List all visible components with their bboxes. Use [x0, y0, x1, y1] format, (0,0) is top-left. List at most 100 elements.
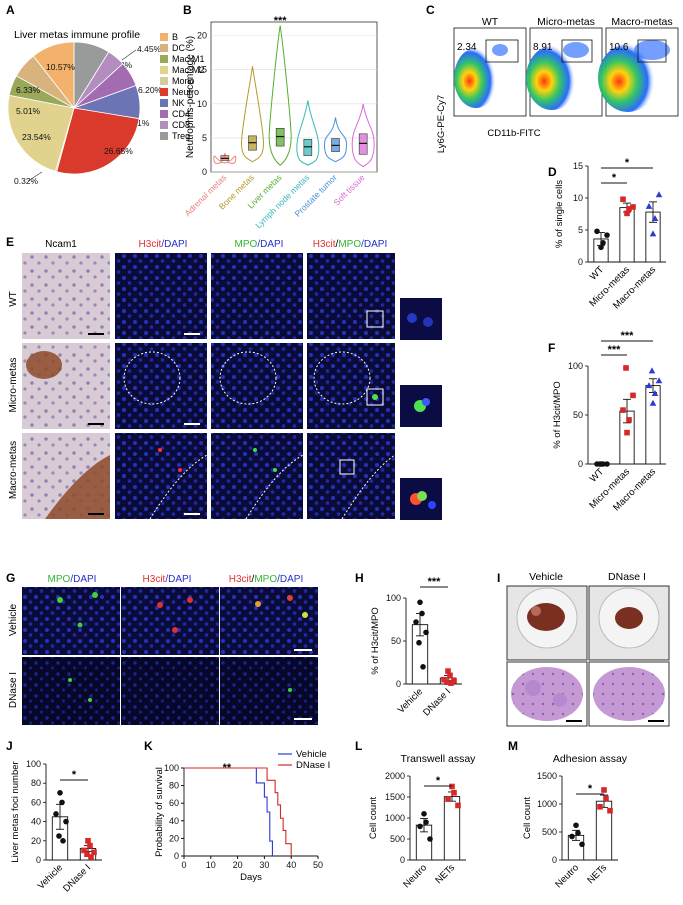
g-image-dnase-mpo — [22, 657, 120, 725]
data-point — [648, 367, 656, 374]
data-point — [594, 228, 600, 235]
data-point — [441, 676, 447, 683]
ihc-image-wt — [22, 253, 110, 339]
flow-gate-0 — [485, 39, 519, 63]
data-point — [603, 795, 609, 802]
significance-marker: * — [72, 769, 77, 781]
data-point — [598, 244, 604, 251]
pie-label-neutro: 26.65% — [104, 146, 133, 156]
flow-plot-title: Micro-metas — [537, 16, 595, 28]
x-category-label: Neutro — [553, 862, 581, 890]
if-image-wt-h3cit — [115, 253, 207, 339]
k-ytick: 0 — [174, 851, 179, 861]
significance-marker: *** — [428, 576, 442, 588]
chart-title: Adhesion assay — [553, 753, 628, 765]
flow-gate-value: 2.34 — [457, 42, 477, 53]
data-point — [417, 823, 423, 830]
ytick-label: 15 — [573, 161, 583, 171]
if-image-micro-mpo — [211, 343, 303, 429]
data-point — [623, 365, 629, 371]
pie-label-cd8: 4.45% — [137, 44, 162, 54]
ytick-label: 0 — [578, 257, 583, 267]
flow-plot-title: WT — [482, 16, 499, 28]
violin-3 — [296, 100, 320, 166]
data-point — [624, 429, 630, 436]
ytick-label: 500 — [390, 834, 405, 844]
data-point — [597, 461, 603, 467]
data-point — [416, 639, 422, 646]
ytick-label: 60 — [31, 797, 41, 807]
data-point — [626, 417, 632, 423]
flow-xlabel: CD11b-FITC — [487, 128, 540, 139]
survival-curve: 0 20 40 60 80 100 0 10 20 30 40 50 Probability of su… — [154, 749, 330, 883]
y-axis-label: Cell count — [522, 797, 533, 840]
data-point — [655, 191, 663, 198]
micrograph-grid-e: Ncam1 H3cit/DAPI MPO/DAPI H3cit/MPO/DAPI… — [8, 239, 442, 520]
pie-label-dc: 6.33% — [16, 85, 41, 95]
violin-2 — [268, 25, 292, 166]
b-ytick: 5 — [202, 133, 207, 143]
panel-label-k: K — [144, 739, 153, 753]
data-point — [451, 677, 457, 684]
data-point — [620, 407, 626, 413]
violin-5 — [351, 103, 375, 168]
data-point — [419, 610, 425, 617]
k-xtick: 40 — [286, 860, 296, 870]
b-ylabel: Neutrophils-percentage (%) — [185, 36, 196, 158]
flow-gate-1 — [561, 39, 593, 63]
x-category-label: NETs — [585, 862, 609, 886]
b-category-label: Adrenal metas — [182, 172, 228, 218]
data-point — [447, 672, 453, 679]
data-point — [601, 787, 607, 793]
data-point — [59, 799, 65, 806]
y-axis-label: % of H3cit/MPO — [552, 381, 563, 449]
zoom-inset-wt — [400, 298, 442, 340]
data-point — [455, 802, 461, 809]
row-label-macro: Macro-metas — [8, 441, 19, 499]
panel-label-e: E — [6, 235, 14, 249]
pie-label-mac-m2: 23.54% — [22, 132, 51, 142]
panel-label-m: M — [508, 739, 518, 753]
x-category-label: WT — [588, 466, 606, 484]
b-ytick: 10 — [197, 99, 207, 109]
panel-label-f: F — [548, 341, 555, 355]
data-point — [60, 838, 66, 844]
bar-chart-m: 0 500 1000 1500 Cell count Adhesion assay Neut… — [522, 753, 628, 890]
ytick-label: 0 — [36, 855, 41, 865]
if-image-wt-mpo — [211, 253, 303, 339]
data-point — [600, 240, 606, 246]
legend-label-mac-m1: Mac-M1 — [172, 54, 205, 64]
data-point — [444, 679, 450, 686]
survival-line-1 — [184, 767, 292, 856]
data-point — [607, 807, 613, 814]
ytick-label: 50 — [391, 636, 401, 646]
legend-label-mono: Mono — [172, 76, 195, 86]
data-point — [63, 818, 69, 825]
data-point — [87, 842, 93, 849]
panel-label-d: D — [548, 165, 557, 179]
chart-title: Transwell assay — [401, 753, 477, 765]
legend-label-dc: DC — [172, 43, 185, 53]
g-image-vehicle-h3cit — [121, 587, 219, 655]
y-axis-label: Liver metas foci number — [10, 761, 21, 862]
pie-label-b: 10.57% — [46, 62, 75, 72]
b-ytick: 0 — [202, 167, 207, 177]
data-point — [445, 668, 451, 674]
if-image-macro-merge — [307, 433, 395, 519]
col-header-ncam1: Ncam1 — [45, 239, 77, 250]
significance-marker: * — [612, 172, 617, 184]
g-row-dnase: DNase I — [8, 672, 19, 708]
legend-label-cd8: CD8 — [172, 120, 190, 130]
flow-gate-2 — [637, 39, 667, 63]
data-point — [84, 851, 90, 858]
legend-label-b: B — [172, 32, 178, 42]
data-point — [91, 849, 97, 856]
flow-gate-value: 8.91 — [533, 42, 553, 53]
i-col-vehicle: Vehicle — [529, 571, 563, 583]
k-xlabel: Days — [240, 872, 262, 883]
if-image-macro-h3cit — [115, 433, 207, 519]
violin-box-3 — [303, 138, 313, 156]
